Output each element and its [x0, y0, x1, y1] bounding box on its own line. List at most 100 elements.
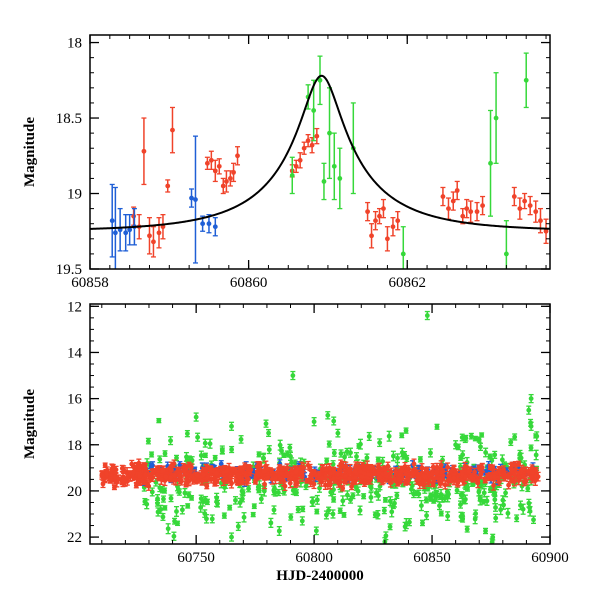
bottom-green-point: [428, 450, 433, 456]
top-y-tick-label: 19.5: [56, 262, 82, 278]
bottom-green-point: [472, 436, 478, 441]
top-red-point: [151, 239, 156, 245]
bottom-green-point: [531, 517, 536, 523]
bottom-red-point: [375, 464, 381, 470]
top-green-point: [289, 173, 295, 178]
bottom-green-point: [337, 508, 343, 514]
bottom-green-point: [300, 506, 306, 512]
bottom-green-point: [314, 497, 320, 503]
bottom-green-point: [203, 497, 208, 503]
bottom-green-point: [505, 510, 511, 516]
bottom-green-point: [481, 490, 487, 496]
bottom-red-point: [487, 464, 493, 470]
bottom-red-point: [254, 470, 260, 476]
top-red-point: [460, 213, 466, 219]
bottom-green-point: [263, 421, 269, 427]
bottom-green-point: [479, 432, 485, 438]
bottom-green-point: [198, 505, 204, 510]
bottom-green-point: [227, 505, 233, 511]
top-blue-point: [189, 195, 194, 201]
bottom-green-outlier: [288, 453, 293, 459]
top-red-point: [141, 148, 147, 154]
bottom-green-outlier: [424, 313, 430, 318]
bottom-green-point: [498, 507, 504, 513]
bottom-green-point: [418, 503, 424, 508]
bottom-green-point: [420, 520, 425, 526]
bottom-green-point: [358, 441, 363, 447]
top-red-point: [156, 230, 162, 236]
bottom-red-point: [338, 479, 343, 485]
bottom-green-point: [527, 508, 533, 514]
bottom-green-point: [174, 509, 179, 514]
bottom-green-point: [255, 484, 261, 490]
bottom-green-point: [377, 440, 383, 446]
bottom-red-point: [437, 481, 443, 487]
bottom-green-point: [250, 512, 256, 518]
bottom-green-outlier: [528, 423, 534, 429]
bottom-green-outlier: [299, 518, 305, 524]
bottom-green-point: [458, 502, 463, 507]
bottom-red-point: [445, 464, 451, 470]
top-x-tick-label: 60862: [388, 275, 426, 291]
bottom-green-point: [171, 533, 177, 539]
top-blue-point: [109, 218, 115, 224]
top-red-point: [204, 160, 210, 166]
top-blue-point: [112, 230, 118, 236]
bottom-green-point: [409, 483, 415, 489]
bottom-red-point: [145, 481, 151, 487]
bottom-green-point: [290, 488, 296, 493]
bottom-red-point: [242, 463, 248, 469]
bottom-green-point: [266, 447, 272, 453]
bottom-green-point: [476, 437, 482, 442]
bottom-red-point: [323, 474, 329, 480]
bottom-green-point: [355, 488, 361, 494]
bottom-green-point: [389, 509, 395, 515]
bottom-green-point: [202, 440, 208, 446]
bottom-green-point: [331, 487, 336, 493]
bottom-green-point: [386, 433, 392, 439]
bottom-green-point: [157, 485, 163, 491]
top-blue-point: [212, 224, 218, 230]
bottom-green-point: [434, 493, 440, 499]
bottom-green-point: [155, 500, 160, 506]
bottom-green-point: [480, 499, 486, 505]
bottom-red-point: [223, 477, 229, 483]
bottom-green-point: [512, 434, 518, 440]
bottom-green-point: [326, 441, 332, 447]
top-red-point: [293, 163, 299, 169]
bottom-green-point: [464, 526, 470, 532]
bottom-green-point: [184, 454, 189, 460]
bottom-red-point: [214, 478, 220, 484]
top-red-point: [231, 169, 236, 175]
bottom-green-point: [424, 513, 429, 518]
bottom-green-point: [489, 539, 495, 544]
top-red-point: [480, 203, 485, 208]
top-green-point: [317, 77, 323, 83]
bottom-green-point: [414, 490, 420, 496]
bottom-green-point: [348, 497, 353, 503]
bottom-green-point: [442, 496, 448, 501]
bottom-green-point: [514, 515, 520, 521]
bottom-green-point: [214, 499, 220, 504]
top-y-tick-label: 18: [67, 36, 82, 52]
bottom-green-point: [149, 452, 154, 457]
top-y-tick-label: 18.5: [56, 111, 82, 127]
bottom-green-point: [407, 519, 412, 525]
bottom-green-point: [222, 485, 227, 490]
bottom-green-point: [462, 496, 468, 502]
top-green-point: [488, 160, 493, 166]
bottom-red-point: [204, 483, 210, 489]
bottom-green-point: [331, 497, 337, 502]
top-red-point: [446, 206, 451, 212]
bottom-green-point: [288, 514, 294, 520]
bottom-red-point: [509, 462, 515, 468]
top-red-point: [522, 198, 528, 204]
bottom-green-point: [493, 505, 498, 510]
bottom-green-point: [162, 488, 167, 493]
bottom-red-point: [512, 472, 518, 478]
bottom-green-point: [460, 513, 465, 518]
bottom-green-outlier: [193, 414, 199, 420]
bottom-green-point: [444, 489, 450, 495]
bottom-green-point: [198, 496, 204, 502]
